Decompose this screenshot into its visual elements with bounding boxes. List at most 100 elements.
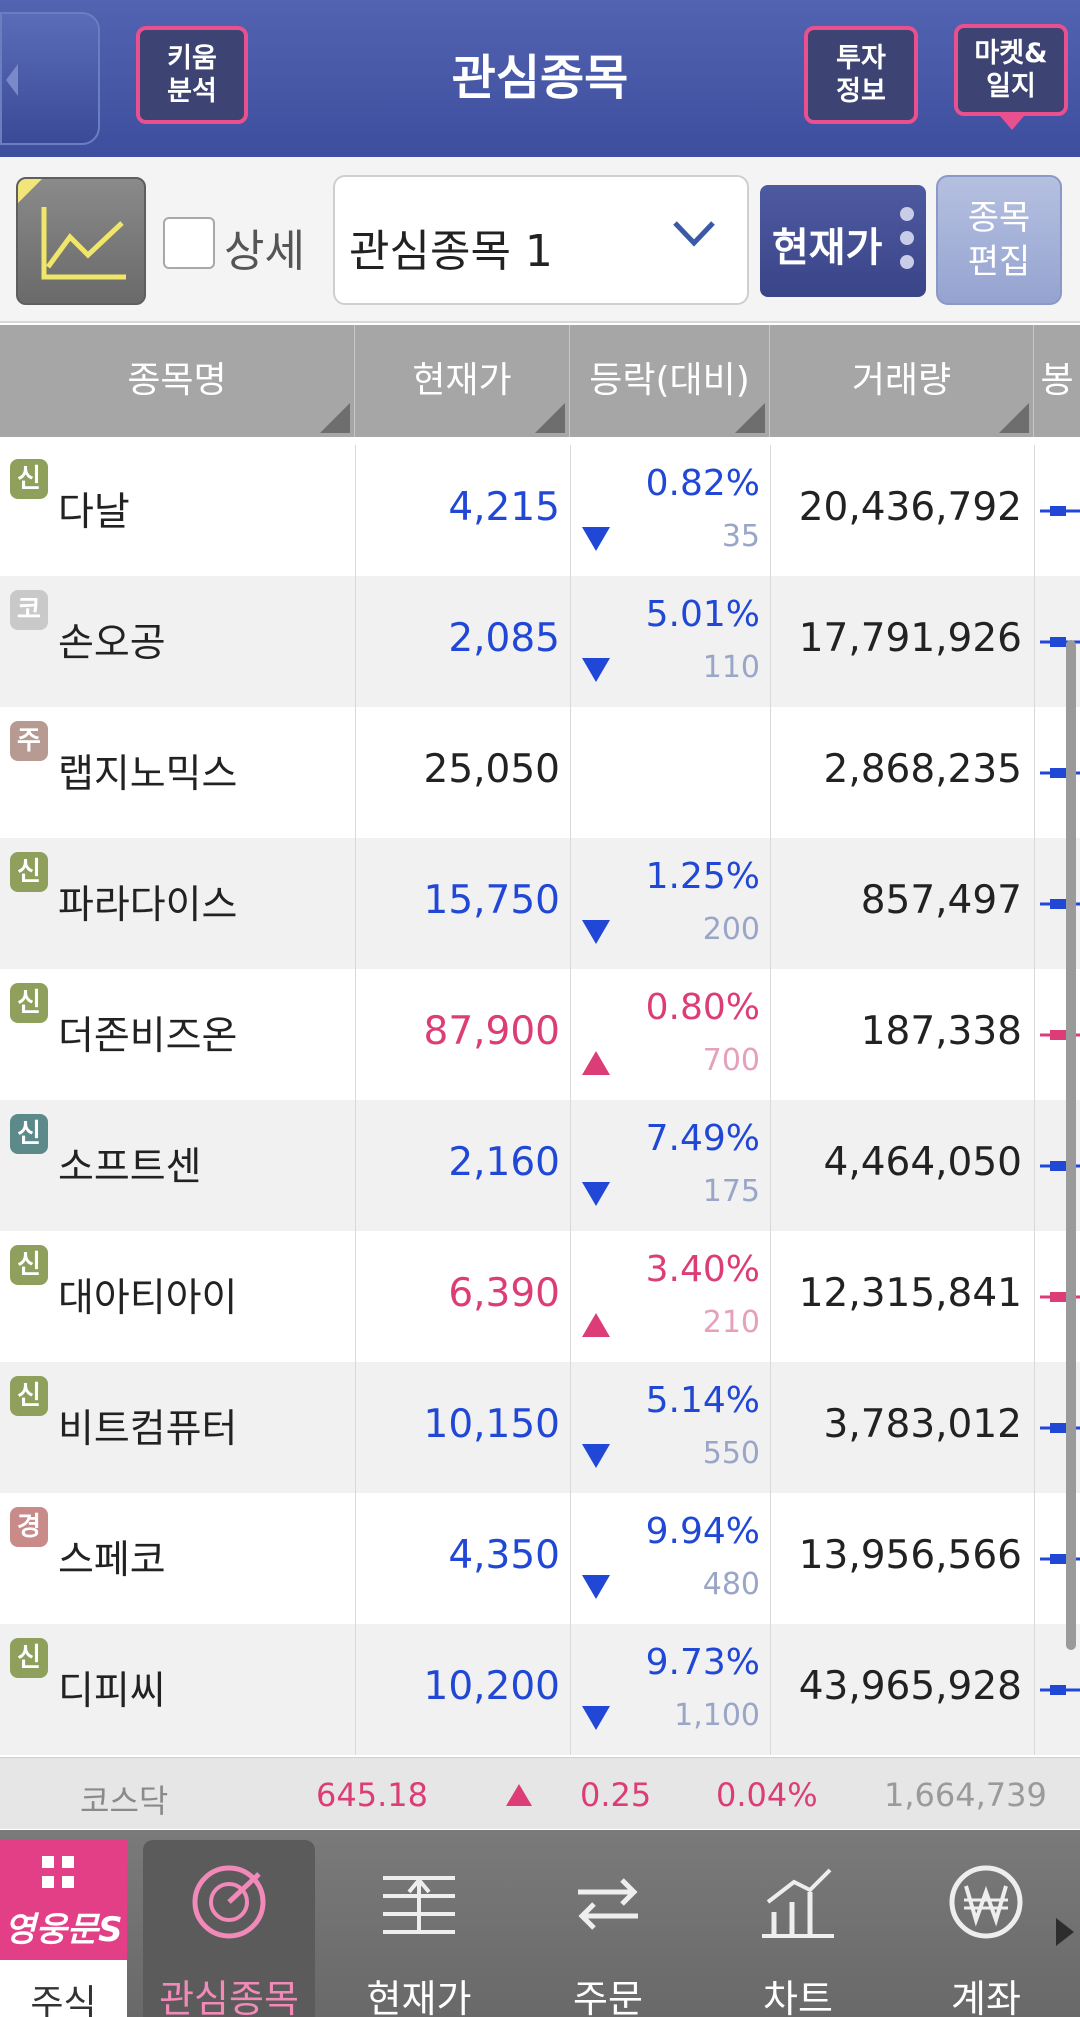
nav-more-arrow-icon[interactable] [1056, 1918, 1074, 1946]
grid-icon [42, 1856, 78, 1892]
market-badge: 코 [10, 590, 48, 630]
mini-candle-icon [1040, 1680, 1080, 1700]
col-stock-name[interactable]: 종목명 [0, 325, 355, 437]
volume: 3,783,012 [823, 1402, 1023, 1447]
nav-current-price[interactable]: 현재가 [333, 1840, 505, 2017]
market-journal-button[interactable]: 마켓& 일지 [954, 24, 1068, 116]
change-percent: 0.82% [645, 463, 760, 504]
stock-row[interactable]: 신 소프트센 2,160 7.49% 175 4,464,050 [0, 1100, 1080, 1231]
kiwoom-analysis-button[interactable]: 키움 분석 [136, 26, 248, 124]
watchlist-group-select[interactable]: 관심종목 1 [333, 175, 749, 305]
current-price: 4,215 [448, 485, 560, 530]
stock-row[interactable]: 주 랩지노믹스 25,050 2,868,235 [0, 707, 1080, 838]
stock-name: 랩지노믹스 [58, 752, 238, 797]
stock-name: 스페코 [58, 1538, 166, 1583]
down-arrow-icon [582, 1182, 610, 1206]
current-price: 6,390 [448, 1271, 560, 1316]
order-icon [578, 1878, 638, 1930]
change-amount: 1,100 [674, 1698, 760, 1733]
current-price: 10,200 [423, 1664, 560, 1709]
stock-list[interactable]: 신 다날 4,215 0.82% 35 20,436,792 코 손오공 2,085 5.01% 1… [0, 445, 1080, 1757]
volume: 2,868,235 [823, 747, 1023, 792]
list-scrollbar[interactable] [1066, 640, 1076, 1650]
volume: 20,436,792 [798, 485, 1022, 530]
market-badge: 신 [10, 852, 48, 892]
stock-row[interactable]: 신 파라다이스 15,750 1.25% 200 857,497 [0, 838, 1080, 969]
account-won-icon [949, 1865, 1023, 1939]
volume: 857,497 [860, 878, 1022, 923]
volume: 12,315,841 [798, 1271, 1022, 1316]
nav-watchlist[interactable]: 관심종목 [143, 1840, 315, 2017]
col-volume[interactable]: 거래량 [770, 325, 1034, 437]
nav-account[interactable]: 계좌 [900, 1840, 1072, 2017]
toolbar: 상세 관심종목 1 현재가 종목 편집 [0, 157, 1080, 323]
stock-name: 소프트센 [58, 1145, 202, 1190]
brand-menu-button[interactable]: 영웅문S 주식 [0, 1840, 127, 2017]
stock-name: 더존비즈온 [58, 1014, 238, 1059]
volume: 4,464,050 [823, 1140, 1023, 1185]
change-percent: 5.01% [645, 594, 760, 635]
stock-row[interactable]: 신 디피씨 10,200 9.73% 1,100 43,965,928 [0, 1624, 1080, 1755]
change-percent: 5.14% [645, 1380, 760, 1421]
sort-icon [999, 403, 1029, 433]
stock-name: 대아티아이 [58, 1276, 238, 1321]
change-amount: 200 [702, 912, 760, 947]
sort-icon [320, 403, 350, 433]
market-badge: 주 [10, 721, 48, 761]
down-arrow-icon [582, 527, 610, 551]
col-current-price[interactable]: 현재가 [355, 325, 570, 437]
index-up-icon [506, 1784, 532, 1806]
col-candle[interactable]: 봉 [1040, 360, 1074, 401]
stock-row[interactable]: 신 대아티아이 6,390 3.40% 210 12,315,841 [0, 1231, 1080, 1362]
volume: 17,791,926 [798, 616, 1022, 661]
current-price: 10,150 [423, 1402, 560, 1447]
stock-name: 비트컴퓨터 [58, 1407, 238, 1452]
change-amount: 175 [702, 1174, 760, 1209]
change-percent: 9.73% [645, 1642, 760, 1683]
back-arrow-icon [6, 64, 18, 96]
stock-name: 다날 [58, 490, 130, 535]
nav-order[interactable]: 주문 [522, 1840, 694, 2017]
index-pct: 0.04% [716, 1776, 818, 1814]
detail-checkbox[interactable] [163, 217, 215, 269]
stock-row[interactable]: 신 다날 4,215 0.82% 35 20,436,792 [0, 445, 1080, 576]
change-percent: 9.94% [645, 1511, 760, 1552]
price-view-toggle[interactable]: 현재가 [760, 185, 926, 297]
stock-row[interactable]: 경 스페코 4,350 9.94% 480 13,956,566 [0, 1493, 1080, 1624]
market-badge: 신 [10, 983, 48, 1023]
current-price: 2,085 [448, 616, 560, 661]
chart-icon [762, 1868, 834, 1938]
detail-label: 상세 [224, 226, 305, 277]
corner-marker [18, 179, 42, 203]
sort-icon [535, 403, 565, 433]
watchlist-group-value: 관심종목 1 [349, 226, 553, 277]
down-arrow-icon [582, 658, 610, 682]
col-change[interactable]: 등락(대비) [570, 325, 770, 437]
line-chart-icon [41, 207, 126, 280]
change-amount: 700 [702, 1043, 760, 1078]
current-price: 25,050 [423, 747, 560, 792]
price-view-label: 현재가 [772, 225, 883, 271]
volume: 43,965,928 [798, 1664, 1022, 1709]
chart-view-button[interactable] [16, 177, 146, 305]
back-button[interactable] [0, 12, 100, 145]
market-journal-pointer [1000, 116, 1024, 130]
change-amount: 480 [702, 1567, 760, 1602]
down-arrow-icon [582, 1706, 610, 1730]
stock-row[interactable]: 신 비트컴퓨터 10,150 5.14% 550 3,783,012 [0, 1362, 1080, 1493]
market-badge: 신 [10, 459, 48, 499]
current-price: 87,900 [423, 1009, 560, 1054]
down-arrow-icon [582, 1444, 610, 1468]
nav-chart[interactable]: 차트 [712, 1840, 884, 2017]
up-arrow-icon [582, 1313, 610, 1337]
index-name: 코스닥 [80, 1782, 169, 1820]
stock-row[interactable]: 코 손오공 2,085 5.01% 110 17,791,926 [0, 576, 1080, 707]
current-price: 4,350 [448, 1533, 560, 1578]
stock-row[interactable]: 신 더존비즈온 87,900 0.80% 700 187,338 [0, 969, 1080, 1100]
watchlist-icon [192, 1865, 266, 1939]
invest-info-button[interactable]: 투자 정보 [804, 26, 918, 124]
down-arrow-icon [582, 1575, 610, 1599]
edit-stocks-button[interactable]: 종목 편집 [936, 175, 1062, 305]
app-header: 관심종목 키움 분석 투자 정보 마켓& 일지 [0, 0, 1080, 157]
market-badge: 신 [10, 1376, 48, 1416]
